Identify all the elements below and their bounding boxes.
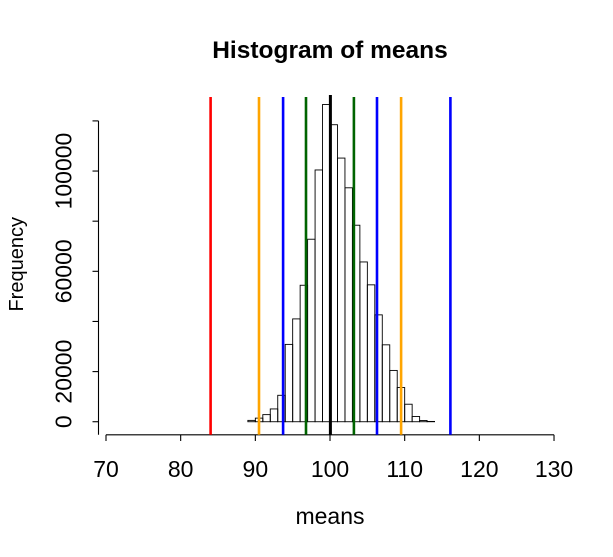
svg-text:Frequency: Frequency (6, 217, 28, 312)
svg-text:20000: 20000 (51, 340, 77, 404)
svg-text:100: 100 (311, 456, 349, 482)
svg-text:Histogram of means: Histogram of means (212, 37, 448, 64)
svg-text:70: 70 (93, 456, 119, 482)
svg-text:120: 120 (460, 456, 498, 482)
svg-text:110: 110 (386, 456, 423, 482)
svg-text:60000: 60000 (51, 239, 77, 303)
svg-text:0: 0 (51, 415, 77, 428)
svg-text:means: means (295, 503, 364, 529)
svg-text:80: 80 (168, 456, 194, 482)
svg-text:90: 90 (243, 456, 269, 482)
svg-text:130: 130 (535, 456, 573, 482)
svg-text:100000: 100000 (51, 133, 77, 210)
